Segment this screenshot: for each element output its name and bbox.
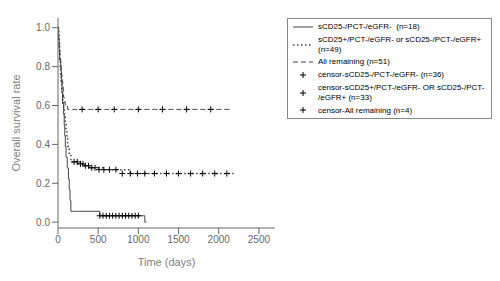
svg-text:1000: 1000 — [127, 234, 150, 245]
svg-text:0.8: 0.8 — [36, 61, 50, 72]
html-text:sCD25+/PCT-/eGFR- or sCD25-/PC: sCD25+/PCT-/eGFR- or sCD25-/PCT-/eGFR+ (… — [318, 35, 482, 54]
svg-text:500: 500 — [90, 234, 107, 245]
html-text:sCD25-/PCT-/eGFR- (n=18): sCD25-/PCT-/eGFR- (n=18) — [318, 22, 420, 32]
html-text:censor-All remaining (n=4): censor-All remaining (n=4) — [318, 105, 412, 115]
svg-text:0.2: 0.2 — [36, 178, 50, 189]
svg-text:0.6: 0.6 — [36, 100, 50, 111]
svg-text:0.4: 0.4 — [36, 139, 50, 150]
svg-text:Time (days): Time (days) — [138, 256, 196, 268]
svg-text:1500: 1500 — [167, 234, 190, 245]
svg-text:1.0: 1.0 — [36, 22, 50, 33]
svg-text:2000: 2000 — [208, 234, 231, 245]
html-text:All remaining (n=51): All remaining (n=51) — [318, 57, 390, 67]
svg-text:0: 0 — [55, 234, 61, 245]
svg-text:0.0: 0.0 — [36, 217, 50, 228]
svg-text:Overall survival rate: Overall survival rate — [10, 74, 22, 171]
html-text:censor-sCD25+/PCT-/eGFR- OR sC: censor-sCD25+/PCT-/eGFR- OR sCD25-/PCT- … — [318, 83, 485, 102]
svg-text:2500: 2500 — [248, 234, 271, 245]
html-text:censor-sCD25-/PCT-/eGFR- (n=36: censor-sCD25-/PCT-/eGFR- (n=36) — [318, 70, 444, 80]
